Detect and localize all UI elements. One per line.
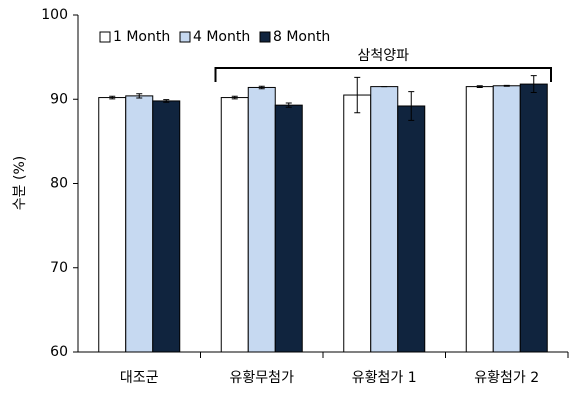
- error-bar: [408, 91, 415, 121]
- y-tick-label: 70: [50, 260, 68, 276]
- y-tick-label: 60: [50, 344, 68, 360]
- error-bar: [285, 102, 292, 108]
- y-tick-label: 100: [41, 7, 68, 23]
- annotation: 삼척양파: [357, 48, 409, 64]
- bar: [397, 105, 426, 353]
- y-tick-label: 80: [50, 176, 68, 192]
- bar: [220, 97, 249, 353]
- bracket: [214, 67, 552, 82]
- bar: [274, 104, 303, 353]
- bar: [370, 86, 399, 353]
- error-bar: [530, 75, 537, 94]
- legend-label: 8 Month: [273, 29, 330, 45]
- legend-swatch: [259, 31, 271, 43]
- bar: [519, 83, 548, 353]
- error-bar: [503, 84, 510, 87]
- legend-label: 1 Month: [113, 29, 170, 45]
- y-tick-label: 90: [50, 91, 68, 107]
- legend-swatch: [179, 31, 191, 43]
- bar: [343, 94, 372, 353]
- x-tick-label: 유황첨가 2: [474, 370, 539, 386]
- error-bar: [476, 85, 483, 88]
- bar: [465, 86, 494, 353]
- bar: [125, 95, 154, 353]
- legend-swatch: [99, 31, 111, 43]
- error-bar: [354, 76, 361, 114]
- x-tick-label: 유황첨가 1: [352, 370, 417, 386]
- bar: [152, 100, 181, 353]
- y-axis-label: 수분 (%): [12, 156, 28, 210]
- error-bar: [163, 99, 170, 103]
- bar: [98, 97, 127, 353]
- error-bar: [231, 95, 238, 100]
- error-bar: [258, 85, 265, 90]
- bar: [247, 86, 276, 353]
- x-tick-label: 유황무첨가: [230, 370, 295, 386]
- error-bar: [109, 95, 116, 100]
- x-tick-label: 대조군: [120, 370, 159, 386]
- error-bar: [136, 93, 143, 99]
- legend-label: 4 Month: [193, 29, 250, 45]
- bar: [492, 85, 521, 353]
